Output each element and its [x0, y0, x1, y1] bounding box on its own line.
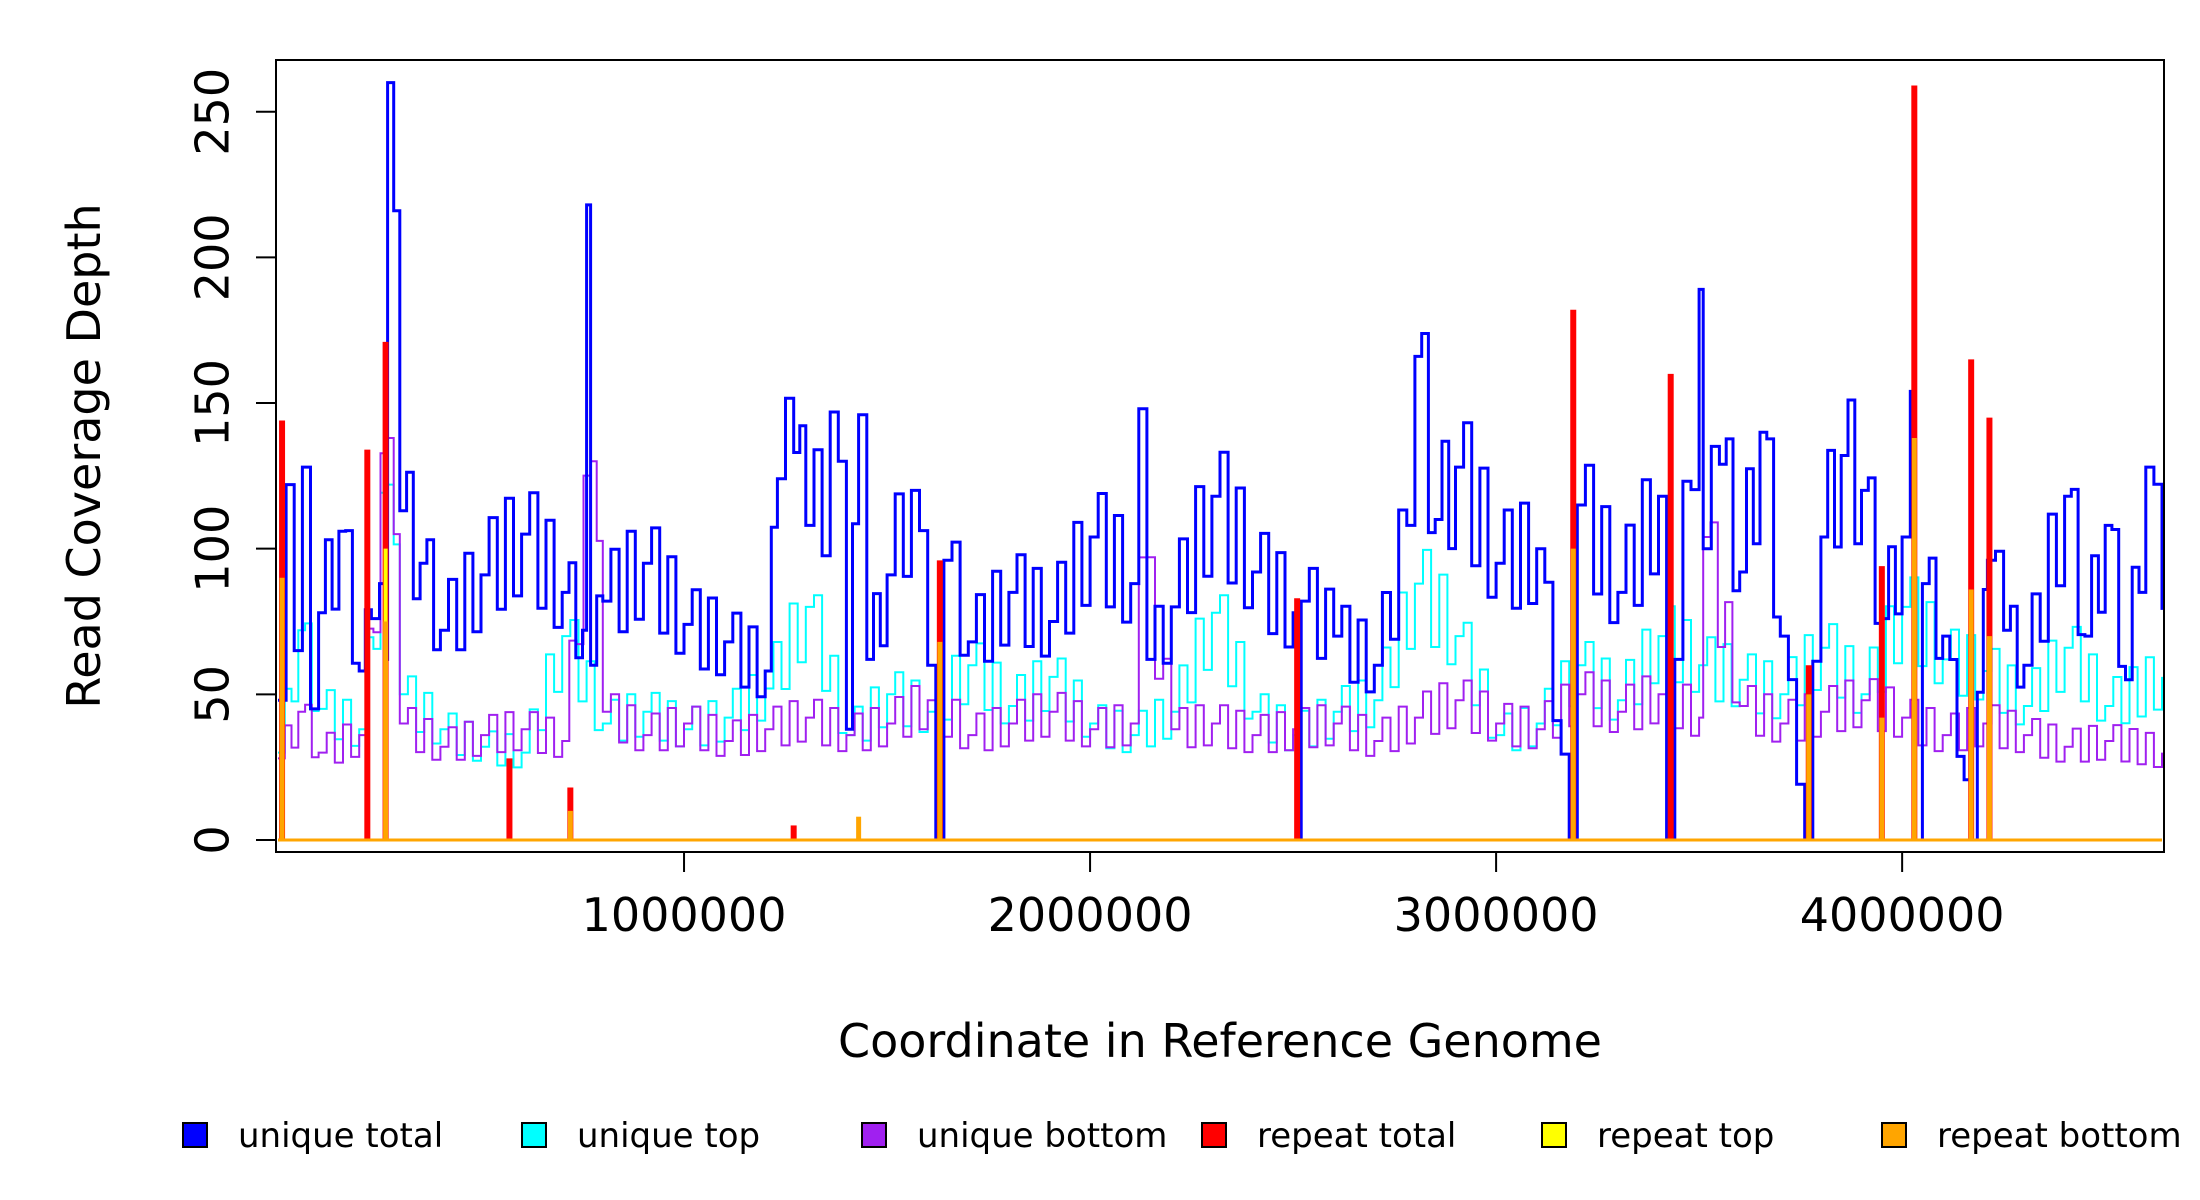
legend-label: unique total	[238, 1116, 443, 1156]
x-axis: 1000000 2000000 3000000 4000000	[582, 852, 2005, 942]
legend-swatch	[521, 1122, 547, 1148]
legend: unique total unique top unique bottom repea…	[182, 1116, 2182, 1156]
legend-label: unique top	[577, 1116, 760, 1156]
legend-label: repeat bottom	[1937, 1116, 2182, 1156]
series-line-unique-total	[278, 81, 2164, 842]
series-line-unique-top	[278, 483, 2163, 769]
x-tick-label: 2000000	[988, 888, 1193, 942]
legend-swatch	[1201, 1122, 1227, 1148]
x-axis-title: Coordinate in Reference Genome	[838, 1014, 1602, 1068]
x-tick-label: 3000000	[1394, 888, 1599, 942]
plot-frame	[275, 59, 2165, 853]
y-tick-label: 50	[186, 665, 240, 724]
x-tick-label: 1000000	[582, 888, 787, 942]
legend-swatch	[1881, 1122, 1907, 1148]
legend-swatch	[861, 1122, 887, 1148]
legend-swatch	[182, 1122, 208, 1148]
y-axis-title: Read Coverage Depth	[57, 203, 111, 708]
legend-label: repeat top	[1597, 1116, 1774, 1156]
x-tick-label: 4000000	[1800, 888, 2005, 942]
y-tick-label: 200	[186, 213, 240, 301]
y-tick-label: 250	[186, 68, 240, 156]
y-tick-label: 0	[186, 825, 240, 854]
legend-label: repeat total	[1257, 1116, 1456, 1156]
y-axis: 0 50 100 150 200 250	[186, 68, 277, 855]
legend-label: unique bottom	[917, 1116, 1167, 1156]
y-tick-label: 150	[186, 359, 240, 447]
y-tick-label: 100	[186, 505, 240, 593]
plot-series	[278, 81, 2164, 842]
legend-swatch	[1541, 1122, 1567, 1148]
